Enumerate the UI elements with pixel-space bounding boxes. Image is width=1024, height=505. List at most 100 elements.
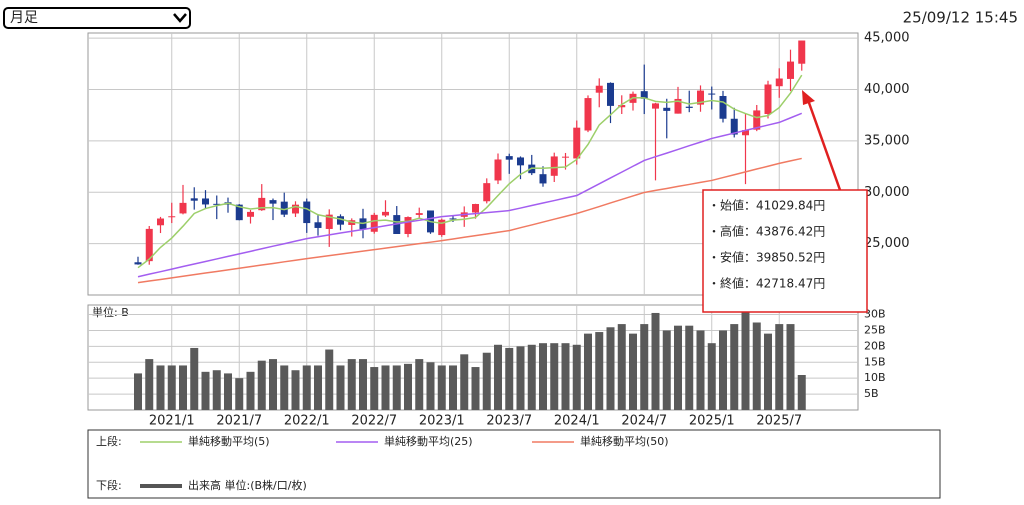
y-tick-label: 25,000 <box>864 236 910 251</box>
volume-bar <box>179 365 187 410</box>
volume-bar <box>572 344 581 410</box>
volume-bar <box>392 365 401 410</box>
moving-average-line <box>137 112 803 278</box>
candle-body <box>595 85 603 93</box>
candle-body <box>415 213 423 215</box>
volume-bar <box>190 347 199 410</box>
volume-bar <box>505 347 514 410</box>
tooltip: ・始値：41029.84円 ・高値：43876.42円 ・安値：39850.52… <box>702 90 868 313</box>
volume-bar <box>786 324 795 410</box>
candle-body <box>213 203 221 205</box>
volume-bar <box>797 375 806 410</box>
candle-body <box>517 157 524 166</box>
candle-body <box>157 218 164 226</box>
candle-body <box>179 202 187 214</box>
x-tick-label: 2025/1 <box>689 414 735 429</box>
candle-body <box>483 183 491 202</box>
volume-bar <box>246 371 255 410</box>
volume-bar <box>696 330 705 410</box>
plots: 25,000 30,000 35,000 40,000 45,000 2021/1 2021… <box>88 31 910 429</box>
candle-body <box>730 118 738 135</box>
candle-body <box>652 103 659 109</box>
legend-lower-label: 下段: <box>96 478 122 492</box>
price-plot-frame <box>87 32 859 296</box>
x-tick-label: 2024/1 <box>554 414 600 429</box>
candle-body <box>708 93 716 95</box>
volume-bar <box>291 370 300 410</box>
volume-bar <box>629 333 637 410</box>
candle-body <box>472 204 479 213</box>
volume-bar <box>674 325 682 410</box>
volume-bar <box>449 365 457 410</box>
candle-body <box>258 197 266 211</box>
volume-bar <box>280 365 289 410</box>
volume-bar <box>775 324 784 410</box>
volume-bar <box>415 359 424 410</box>
candle-body <box>685 106 693 108</box>
x-tick-label: 2021/7 <box>216 414 262 429</box>
volume-bar <box>212 370 221 410</box>
tooltip-box <box>702 189 868 313</box>
tooltip-arrow-head <box>802 90 815 105</box>
volume-bar <box>437 365 446 410</box>
volume-bar <box>235 378 244 410</box>
period-select-text[interactable]: 月足 <box>10 10 38 26</box>
volume-bar <box>651 312 660 410</box>
y-tick-label: 40,000 <box>864 82 910 97</box>
x-tick-label: 2023/7 <box>486 414 532 429</box>
volume-bar <box>336 365 345 410</box>
y-tick-label: 5B <box>864 387 879 400</box>
volume-bar <box>381 365 390 410</box>
candle-body <box>607 82 614 106</box>
volume-bar <box>719 330 727 410</box>
tooltip-high: ・高値：43876.42円 <box>708 224 825 239</box>
period-select[interactable] <box>3 7 191 29</box>
candle-body <box>640 91 648 99</box>
volume-bar <box>460 354 469 410</box>
select-arrow <box>173 13 187 23</box>
volume-bar <box>302 365 311 410</box>
volume-bar <box>257 360 266 410</box>
candle-body <box>325 214 333 229</box>
volume-bar <box>640 324 649 410</box>
volume-bar <box>482 352 491 410</box>
tooltip-open: ・始値：41029.84円 <box>708 198 825 213</box>
candle-body <box>663 107 671 111</box>
volume-bar <box>359 359 367 410</box>
volume-bar <box>347 359 356 410</box>
candle-body <box>449 218 457 220</box>
y-tick-label: 30,000 <box>864 185 910 200</box>
volume-bar <box>224 373 232 410</box>
candle-body <box>202 198 209 205</box>
volume-bar <box>550 343 559 410</box>
volume-bar <box>269 359 277 410</box>
candle-body <box>505 156 513 160</box>
tooltip-low: ・安値：39850.52円 <box>708 250 825 265</box>
volume-bar <box>494 344 502 410</box>
volume-bar <box>707 343 716 410</box>
candle-body <box>573 127 581 159</box>
candle-body <box>134 262 142 265</box>
volume-bar <box>561 343 570 410</box>
legend-label: 単純移動平均(5) <box>188 434 270 448</box>
volume-bar <box>584 333 592 410</box>
candle-body <box>550 156 558 176</box>
candle-body <box>562 156 569 158</box>
volume-bar <box>730 324 739 410</box>
y-tick-label: 30B <box>864 308 886 321</box>
legend-label: 単純移動平均(50) <box>580 434 669 448</box>
candle-body <box>753 110 761 130</box>
candle-body <box>337 216 344 225</box>
candle-body <box>719 95 727 119</box>
moving-average-line <box>137 74 803 269</box>
tooltip-close: ・終値：42718.47円 <box>708 276 825 291</box>
candle-body <box>235 204 243 221</box>
candle-body <box>280 201 288 215</box>
x-tick-label: 2021/1 <box>149 414 195 429</box>
candle-body <box>674 98 682 114</box>
volume-bar <box>167 365 176 410</box>
volume-bar <box>539 343 547 410</box>
moving-average-line <box>137 157 802 284</box>
candle-body <box>584 98 592 131</box>
